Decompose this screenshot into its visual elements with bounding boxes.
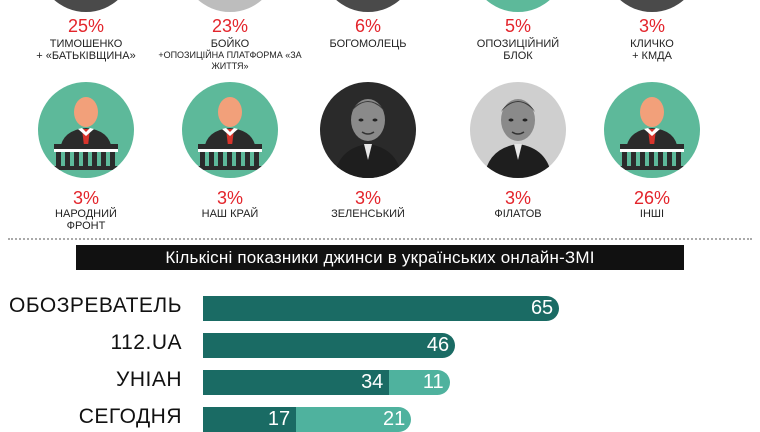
candidate-name: Інші — [639, 208, 665, 220]
portrait-icon — [320, 82, 416, 178]
candidate-percent: 3% — [354, 188, 381, 208]
section-divider — [8, 238, 752, 240]
bar-segment: 11 — [389, 370, 450, 395]
candidate-name: Наш край — [201, 208, 259, 220]
candidate-percent: 3% — [216, 188, 243, 208]
candidate-name: Філатов — [494, 208, 542, 220]
candidate-photo — [38, 0, 134, 12]
candidate-name: Опозиційний — [476, 38, 560, 50]
candidate-photo — [604, 0, 700, 12]
politician-icon — [604, 82, 700, 178]
candidate-name: Тимошенко — [49, 38, 123, 50]
candidate-name: Кличко — [630, 38, 674, 50]
bar-segment: 65 — [203, 296, 560, 321]
candidate-percent: 3% — [72, 188, 99, 208]
candidate-photo — [320, 0, 416, 12]
chart-title: Кількісні показники джинси в українських… — [76, 245, 684, 270]
bar-category-label: ОБОЗРЕВАТЕЛЬ — [9, 294, 182, 317]
candidate-card: 3% Наш край — [155, 188, 305, 220]
candidate-percent: 26% — [633, 188, 671, 208]
candidate-card: 5% Опозиційний блок — [443, 16, 593, 62]
candidate-card: 3% Зеленський — [293, 188, 443, 220]
bar-segment: 46 — [203, 333, 456, 358]
candidate-card: 3% Філатов — [443, 188, 593, 220]
candidate-card: 3% Народний фронт — [11, 188, 161, 232]
candidate-percent: 3% — [638, 16, 665, 36]
candidate-name: Бойко — [210, 38, 250, 50]
bar-category-label: УНІАН — [115, 368, 182, 391]
candidate-percent: 6% — [354, 16, 381, 36]
candidate-name: Богомолець — [329, 38, 407, 50]
candidate-card: 23% Бойко +Опозиційна платформа «За життя» — [155, 16, 305, 72]
candidate-card: 6% Богомолець — [293, 16, 443, 50]
candidate-percent: 5% — [504, 16, 531, 36]
bar-category-label: СЕГОДНЯ — [78, 405, 182, 428]
candidate-percent: 25% — [67, 16, 105, 36]
bar-category-label: 112.UA — [110, 331, 182, 354]
candidate-card: 25% Тимошенко + «Батьківщина» — [11, 16, 161, 62]
bar-segment: 34 — [203, 370, 390, 395]
candidate-percent: 23% — [211, 16, 249, 36]
candidate-card: 26% Інші — [577, 188, 727, 220]
candidate-party: фронт — [66, 220, 106, 232]
politician-icon — [182, 82, 278, 178]
candidate-photo — [182, 0, 278, 12]
candidate-party: блок — [503, 50, 533, 62]
politician-icon — [38, 82, 134, 178]
candidate-party: + КМДА — [632, 50, 672, 62]
candidate-percent: 3% — [504, 188, 531, 208]
candidate-name: Народний — [55, 208, 117, 220]
candidate-card: 3% Кличко + КМДА — [577, 16, 727, 62]
candidate-party: +Опозиційна платформа «За життя» — [158, 50, 302, 71]
portrait-icon — [470, 82, 566, 178]
candidate-name: Зеленський — [331, 208, 405, 220]
candidate-party: + «Батьківщина» — [36, 50, 136, 62]
candidate-photo — [470, 0, 566, 12]
